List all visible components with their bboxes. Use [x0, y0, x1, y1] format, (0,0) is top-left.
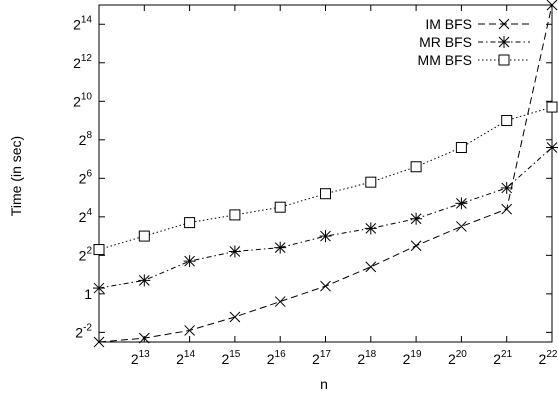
data-point: [93, 244, 105, 256]
data-point: [455, 197, 468, 210]
data-point: [365, 176, 377, 188]
x-tick-label: 218: [357, 349, 376, 367]
data-point: [184, 325, 195, 336]
data-point: [365, 261, 377, 273]
data-point: [410, 240, 422, 252]
series-line: [98, 4, 553, 343]
data-point: [501, 203, 513, 215]
y-axis-ticks: 2-2 1 22 24 26 28 210 212 214: [73, 14, 552, 340]
x-axis-label: n: [320, 376, 328, 392]
data-point: [320, 188, 331, 200]
data-point: [410, 161, 422, 173]
legend-label: MR BFS: [419, 34, 472, 50]
x-tick-label: 217: [312, 349, 331, 367]
data-point: [320, 280, 331, 292]
data-point: [319, 230, 332, 243]
legend-marker: [498, 18, 510, 30]
legend-marker: [498, 36, 510, 48]
series-asterisk: [93, 141, 558, 295]
data-point: [546, 141, 558, 154]
data-point: [138, 332, 150, 344]
legend-item: MM BFS: [418, 52, 530, 68]
plot-border: [98, 4, 553, 343]
series-layer: [93, 0, 558, 348]
x-tick-label: 219: [403, 349, 422, 367]
data-point: [274, 296, 286, 307]
series-x: [93, 0, 558, 348]
data-point: [93, 336, 105, 348]
x-tick-label: 215: [221, 349, 240, 367]
data-point: [183, 255, 196, 268]
series-line: [98, 106, 553, 251]
data-point: [274, 241, 287, 254]
data-point: [138, 274, 151, 287]
y-tick-label: 214: [73, 14, 92, 32]
data-point: [546, 0, 558, 11]
x-tick-label: 216: [267, 349, 286, 367]
data-point: [500, 181, 513, 194]
y-tick-label: 212: [73, 53, 92, 71]
legend-label: MM BFS: [418, 52, 472, 68]
data-point: [138, 230, 150, 242]
legend-item: IM BFS: [425, 16, 530, 32]
data-point: [456, 221, 467, 232]
data-point: [184, 217, 196, 229]
y-tick-label: 1: [84, 286, 92, 302]
x-tick-label: 214: [176, 349, 195, 367]
data-point: [501, 115, 513, 127]
legend-item: MR BFS: [419, 34, 530, 50]
y-axis-label: Time (in sec): [8, 136, 24, 216]
plot-frame: [98, 4, 553, 343]
legend-label: IM BFS: [425, 16, 472, 32]
legend: IM BFS MR BFS MM BFS: [418, 16, 530, 68]
y-tick-label: 22: [79, 245, 93, 263]
y-tick-label: 26: [79, 168, 93, 186]
data-point: [455, 142, 467, 154]
x-axis-ticks: 213 214 215 216 217 218 219 220 221 222: [98, 5, 558, 367]
x-tick-label: 213: [131, 349, 150, 367]
series-square: [93, 101, 558, 256]
data-point: [229, 311, 241, 323]
x-tick-label: 220: [448, 349, 467, 367]
data-point: [229, 209, 241, 221]
y-tick-label: 2-2: [75, 322, 92, 340]
data-point: [364, 222, 377, 235]
y-tick-label: 210: [73, 91, 92, 109]
x-tick-label: 222: [539, 349, 558, 367]
data-point: [228, 245, 241, 258]
x-tick-label: 221: [493, 349, 512, 367]
legend-marker: [498, 54, 510, 66]
data-point: [93, 282, 105, 295]
y-tick-label: 24: [79, 207, 93, 225]
data-point: [274, 201, 286, 213]
data-point: [546, 101, 558, 113]
data-point: [410, 212, 423, 225]
y-tick-label: 28: [79, 130, 93, 148]
